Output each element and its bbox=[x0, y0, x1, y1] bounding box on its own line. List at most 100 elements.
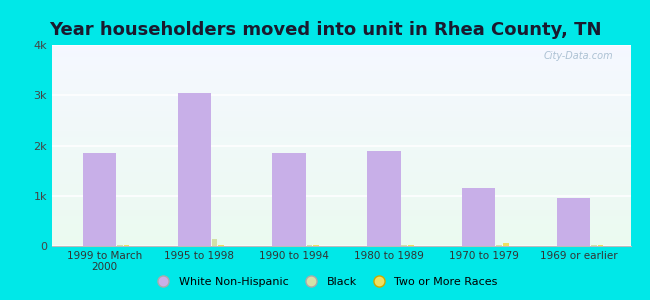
Bar bbox=[52, 131, 630, 134]
Bar bbox=[52, 73, 630, 75]
Bar bbox=[52, 81, 630, 83]
Bar bbox=[52, 47, 630, 49]
Bar bbox=[52, 204, 630, 206]
Bar bbox=[52, 182, 630, 184]
Bar bbox=[52, 134, 630, 135]
Bar bbox=[52, 51, 630, 53]
Bar bbox=[307, 245, 313, 246]
Bar bbox=[52, 178, 630, 180]
Bar bbox=[52, 115, 630, 117]
Bar bbox=[52, 122, 630, 123]
Bar bbox=[52, 61, 630, 63]
Bar bbox=[52, 67, 630, 69]
Bar bbox=[52, 224, 630, 226]
Bar bbox=[52, 69, 630, 71]
Bar bbox=[52, 236, 630, 238]
Bar bbox=[52, 162, 630, 164]
Bar bbox=[52, 240, 630, 242]
Bar bbox=[52, 228, 630, 230]
Bar bbox=[52, 142, 630, 143]
Bar bbox=[52, 222, 630, 224]
Bar bbox=[52, 238, 630, 240]
Bar bbox=[52, 188, 630, 190]
Bar bbox=[52, 160, 630, 162]
Bar bbox=[52, 57, 630, 59]
Bar bbox=[52, 89, 630, 91]
Bar bbox=[52, 63, 630, 65]
Bar bbox=[52, 212, 630, 214]
Bar bbox=[117, 245, 123, 246]
Bar bbox=[52, 59, 630, 61]
Bar bbox=[52, 192, 630, 194]
Bar bbox=[52, 176, 630, 178]
Bar bbox=[313, 245, 319, 246]
Bar bbox=[52, 242, 630, 244]
Bar bbox=[52, 109, 630, 111]
Bar bbox=[52, 158, 630, 160]
Bar bbox=[52, 83, 630, 85]
Bar bbox=[408, 245, 414, 246]
Bar bbox=[52, 202, 630, 204]
Bar bbox=[52, 230, 630, 232]
Bar bbox=[52, 129, 630, 131]
Bar bbox=[52, 174, 630, 176]
Bar bbox=[52, 143, 630, 146]
Bar bbox=[52, 79, 630, 81]
Bar bbox=[52, 218, 630, 220]
Bar bbox=[503, 243, 509, 246]
Bar bbox=[52, 168, 630, 169]
Bar bbox=[52, 105, 630, 107]
Bar bbox=[52, 77, 630, 79]
Bar bbox=[52, 148, 630, 149]
Bar bbox=[52, 117, 630, 119]
Bar bbox=[462, 188, 495, 246]
Bar bbox=[52, 208, 630, 210]
Bar bbox=[52, 196, 630, 198]
Bar bbox=[52, 93, 630, 95]
Bar bbox=[52, 97, 630, 99]
Bar bbox=[52, 45, 630, 47]
Bar bbox=[52, 154, 630, 155]
Bar bbox=[83, 153, 116, 246]
Bar bbox=[52, 206, 630, 208]
Bar bbox=[52, 107, 630, 109]
Bar bbox=[52, 214, 630, 216]
Bar bbox=[52, 111, 630, 113]
Bar bbox=[52, 87, 630, 89]
Bar bbox=[52, 71, 630, 73]
Bar bbox=[52, 226, 630, 228]
Bar bbox=[591, 245, 597, 246]
Bar bbox=[52, 210, 630, 212]
Bar bbox=[52, 234, 630, 236]
Bar bbox=[52, 53, 630, 55]
Bar bbox=[52, 95, 630, 97]
Bar bbox=[52, 135, 630, 137]
Bar bbox=[52, 180, 630, 182]
Bar bbox=[557, 198, 590, 246]
Legend: White Non-Hispanic, Black, Two or More Races: White Non-Hispanic, Black, Two or More R… bbox=[148, 273, 502, 291]
Bar bbox=[52, 169, 630, 172]
Bar bbox=[52, 85, 630, 87]
Bar bbox=[52, 194, 630, 196]
Bar bbox=[52, 186, 630, 188]
Text: Year householders moved into unit in Rhea County, TN: Year householders moved into unit in Rhe… bbox=[49, 21, 601, 39]
Bar bbox=[598, 245, 603, 246]
Bar bbox=[52, 155, 630, 158]
Bar bbox=[52, 166, 630, 168]
Bar bbox=[52, 125, 630, 128]
Bar bbox=[52, 140, 630, 142]
Bar bbox=[52, 55, 630, 57]
Bar bbox=[52, 99, 630, 101]
Bar bbox=[52, 184, 630, 186]
Bar bbox=[52, 119, 630, 122]
Bar bbox=[52, 164, 630, 166]
Bar bbox=[52, 244, 630, 246]
Bar bbox=[52, 91, 630, 93]
Bar bbox=[367, 151, 400, 246]
Bar bbox=[52, 198, 630, 200]
Bar bbox=[52, 146, 630, 148]
Text: City-Data.com: City-Data.com bbox=[543, 51, 613, 61]
Bar bbox=[52, 65, 630, 67]
Bar bbox=[52, 103, 630, 105]
Bar bbox=[52, 200, 630, 202]
